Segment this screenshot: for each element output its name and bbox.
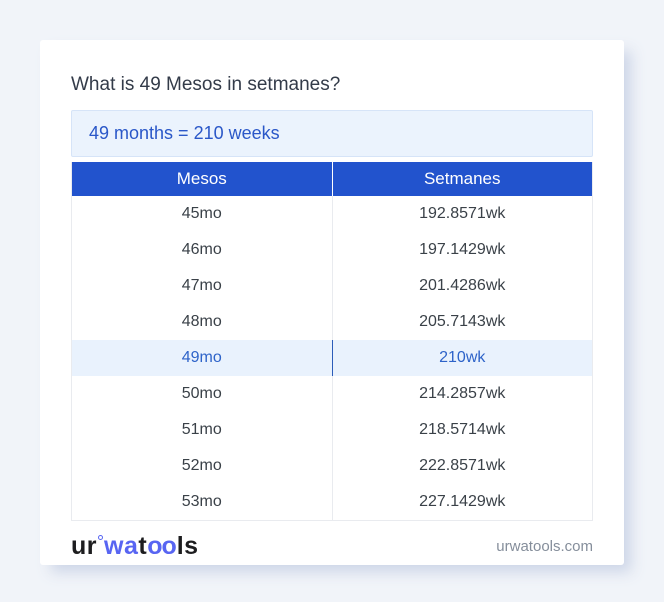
logo-glasses-icon: oo [147, 532, 177, 560]
brand-logo[interactable]: ur wa t oo ls [71, 532, 199, 561]
conversion-result: 49 months = 210 weeks [71, 110, 593, 157]
table-row: 51mo 218.5714wk [71, 412, 593, 448]
column-header-setmanes: Setmanes [332, 162, 593, 196]
setmanes-cell: 205.7143wk [419, 313, 506, 330]
mesos-cell: 50mo [71, 376, 333, 412]
table-row: 50mo 214.2857wk [71, 376, 593, 412]
mesos-cell: 53mo [71, 484, 333, 520]
mesos-cell: 46mo [71, 232, 333, 268]
table-row: 52mo 222.8571wk [71, 448, 593, 484]
table-row: 49mo 210wk [71, 340, 593, 376]
setmanes-cell: 214.2857wk [419, 385, 506, 402]
table-row: 47mo 201.4286wk [71, 268, 593, 304]
column-header-mesos: Mesos [71, 162, 333, 196]
header-row: Mesos Setmanes [71, 162, 593, 196]
logo-text-dark-3: ls [176, 532, 199, 560]
table-row: 46mo 197.1429wk [71, 232, 593, 268]
table-row: 45mo 192.8571wk [71, 196, 593, 232]
table-row: 53mo 227.1429wk [71, 484, 593, 520]
card-footer: ur wa t oo ls urwatools.com [71, 528, 593, 566]
setmanes-cell: 210wk [332, 340, 593, 376]
logo-ring-icon [98, 535, 103, 540]
mesos-cell: 49mo [71, 340, 333, 376]
conversion-table: Mesos Setmanes 45mo 192.8571wk 46mo 197.… [71, 162, 593, 521]
logo-text-accent-1: wa [104, 532, 139, 560]
mesos-cell: 47mo [71, 268, 333, 304]
setmanes-cell: 192.8571wk [419, 205, 506, 222]
mesos-cell: 52mo [71, 448, 333, 484]
mesos-cell: 51mo [71, 412, 333, 448]
setmanes-cell: 218.5714wk [419, 421, 506, 438]
site-url[interactable]: urwatools.com [496, 538, 593, 555]
page-title: What is 49 Mesos in setmanes? [71, 74, 341, 95]
logo-text-dark-2: t [138, 532, 148, 560]
conversion-table-head: Mesos Setmanes [71, 162, 593, 196]
logo-text-dark-1: ur [71, 532, 97, 560]
setmanes-cell: 227.1429wk [419, 492, 506, 510]
mesos-cell: 45mo [71, 196, 333, 232]
converter-card: What is 49 Mesos in setmanes? 49 months … [40, 40, 624, 565]
setmanes-cell: 222.8571wk [419, 457, 506, 474]
conversion-table-body: 45mo 192.8571wk 46mo 197.1429wk 47mo 201… [71, 196, 593, 520]
mesos-cell: 48mo [71, 304, 333, 340]
setmanes-cell: 201.4286wk [419, 277, 506, 294]
table-row: 48mo 205.7143wk [71, 304, 593, 340]
setmanes-cell: 197.1429wk [419, 241, 506, 258]
